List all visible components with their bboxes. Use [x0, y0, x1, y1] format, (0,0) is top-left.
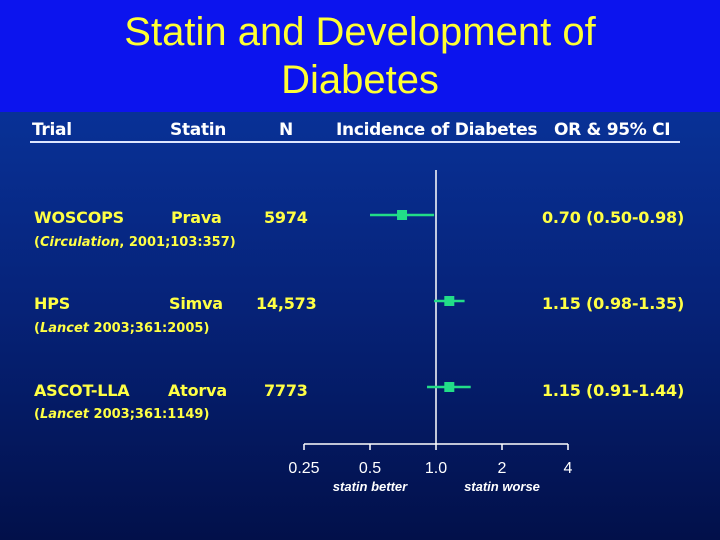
row-3-citation-ref: 2003;361:1149): [89, 407, 210, 422]
point-estimate: [444, 382, 455, 392]
row-1-citation-ref: , 2001;103:357): [119, 235, 236, 250]
row-1-citation: (Circulation, 2001;103:357): [34, 235, 236, 250]
row-3-or-ci: 1.15 (0.91-1.44): [542, 381, 685, 400]
row-1-or-ci: 0.70 (0.50-0.98): [542, 208, 685, 227]
header-statin: Statin: [170, 120, 227, 140]
header-incidence: Incidence of Diabetes: [336, 120, 538, 140]
header-n: N: [279, 120, 293, 140]
row-1-trial: WOSCOPS: [34, 208, 124, 227]
row-1-n: 5974: [264, 208, 308, 227]
header-trial: Trial: [32, 120, 72, 140]
x-tick-label: 0.25: [288, 460, 319, 477]
row-1-statin: Prava: [171, 208, 222, 227]
row-3-statin: Atorva: [168, 381, 227, 400]
row-2-citation-ref: 2003;361:2005): [89, 321, 210, 336]
header-divider: [30, 141, 680, 143]
row-3-trial: ASCOT-LLA: [34, 381, 130, 400]
point-estimate: [397, 210, 408, 220]
x-tick-label: 2: [498, 460, 507, 477]
x-tick-label: 1.0: [425, 460, 447, 477]
row-2-statin: Simva: [169, 294, 223, 313]
row-2-n: 14,573: [256, 294, 317, 313]
slide-title: Statin and Development of Diabetes: [0, 8, 720, 104]
row-2-citation-journal: Lancet: [39, 321, 90, 336]
row-3-citation-journal: Lancet: [39, 407, 90, 422]
row-3-n: 7773: [264, 381, 308, 400]
row-2-trial: HPS: [34, 294, 71, 313]
title-line-2: Diabetes: [281, 58, 439, 102]
x-tick-label: 4: [564, 460, 573, 477]
point-estimate: [444, 296, 455, 306]
title-band: [0, 0, 720, 112]
header-or-ci: OR & 95% CI: [554, 120, 671, 140]
x-tick-label: 0.5: [359, 460, 381, 477]
row-2-citation: (Lancet 2003;361:2005): [34, 321, 210, 336]
label-statin-better: statin better: [333, 479, 408, 494]
row-3-citation: (Lancet 2003;361:1149): [34, 407, 210, 422]
title-line-1: Statin and Development of: [124, 10, 596, 54]
row-1-citation-journal: Circulation: [39, 235, 120, 250]
row-2-or-ci: 1.15 (0.98-1.35): [542, 294, 685, 313]
label-statin-worse: statin worse: [464, 479, 540, 494]
